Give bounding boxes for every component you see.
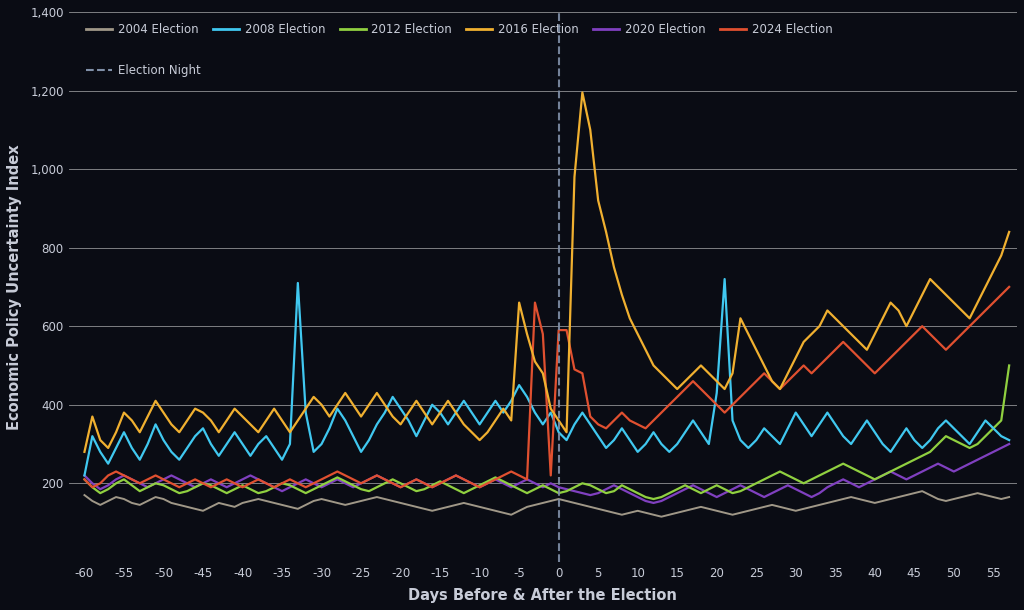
2020 Election xyxy=(813,489,825,497)
2012 Election xyxy=(78,476,90,483)
2020 Election xyxy=(181,479,194,487)
2020 Election xyxy=(798,489,810,497)
2024 Election xyxy=(86,484,98,491)
2012 Election xyxy=(726,489,738,497)
2020 Election xyxy=(78,472,90,479)
2008 Election xyxy=(813,421,825,428)
2008 Election xyxy=(181,444,194,451)
2008 Election xyxy=(268,444,281,451)
2004 Election xyxy=(798,505,810,512)
2020 Election xyxy=(394,484,407,491)
2012 Election xyxy=(1004,362,1016,369)
2016 Election xyxy=(1004,228,1016,235)
2020 Election xyxy=(268,484,281,491)
2016 Election xyxy=(726,370,738,377)
Legend: Election Night: Election Night xyxy=(84,62,204,79)
2024 Election xyxy=(1004,283,1016,290)
2016 Election xyxy=(181,417,194,424)
2004 Election xyxy=(813,501,825,509)
2004 Election xyxy=(1004,493,1016,501)
Line: 2004 Election: 2004 Election xyxy=(84,491,1010,517)
2008 Election xyxy=(798,421,810,428)
2004 Election xyxy=(726,511,738,518)
2012 Election xyxy=(181,487,194,495)
2004 Election xyxy=(394,499,407,506)
2020 Election xyxy=(726,486,738,493)
Line: 2016 Election: 2016 Election xyxy=(84,93,1010,452)
2024 Election xyxy=(813,362,825,369)
2008 Election xyxy=(394,405,407,412)
2016 Election xyxy=(798,338,810,345)
Line: 2008 Election: 2008 Election xyxy=(84,279,1010,475)
2024 Election xyxy=(78,476,90,483)
2024 Election xyxy=(726,401,738,409)
2012 Election xyxy=(394,479,407,487)
2016 Election xyxy=(813,323,825,330)
2020 Election xyxy=(1004,440,1016,448)
Y-axis label: Economic Policy Uncertainty Index: Economic Policy Uncertainty Index xyxy=(7,144,22,429)
2024 Election xyxy=(798,362,810,369)
2004 Election xyxy=(916,487,929,495)
2004 Election xyxy=(181,503,194,511)
2012 Election xyxy=(798,479,810,487)
Line: 2024 Election: 2024 Election xyxy=(84,287,1010,487)
2016 Election xyxy=(577,89,589,96)
2008 Election xyxy=(78,472,90,479)
Line: 2012 Election: 2012 Election xyxy=(84,365,1010,499)
2012 Election xyxy=(268,484,281,491)
X-axis label: Days Before & After the Election: Days Before & After the Election xyxy=(409,588,677,603)
2012 Election xyxy=(647,495,659,503)
2024 Election xyxy=(189,476,202,483)
2016 Election xyxy=(78,448,90,456)
2008 Election xyxy=(726,417,738,424)
2004 Election xyxy=(78,492,90,499)
2008 Election xyxy=(1004,436,1016,443)
2016 Election xyxy=(394,421,407,428)
2016 Election xyxy=(268,405,281,412)
2020 Election xyxy=(647,499,659,506)
2004 Election xyxy=(268,499,281,506)
Line: 2020 Election: 2020 Election xyxy=(84,444,1010,503)
2024 Election xyxy=(402,479,415,487)
2024 Election xyxy=(275,479,288,487)
2012 Election xyxy=(813,472,825,479)
2004 Election xyxy=(655,513,668,520)
2008 Election xyxy=(719,275,731,282)
